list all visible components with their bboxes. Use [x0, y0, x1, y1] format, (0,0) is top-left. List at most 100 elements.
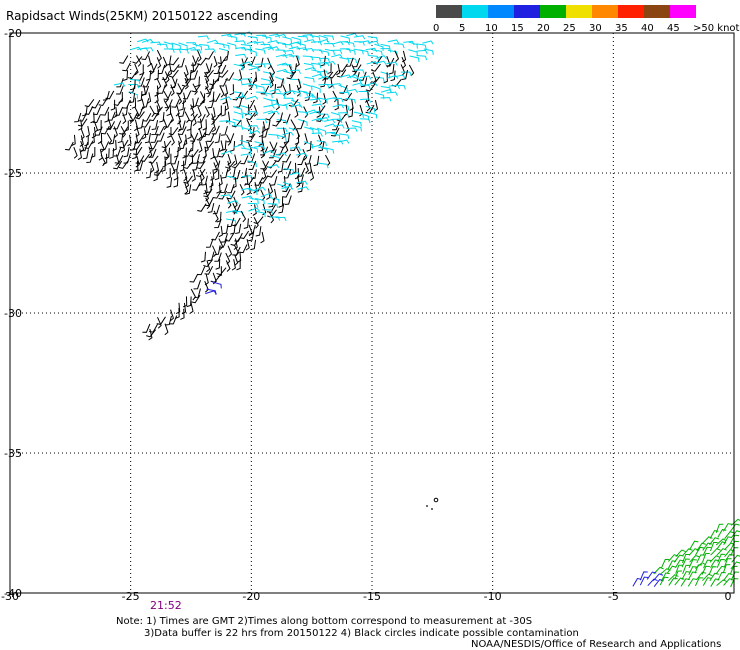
wind-barb — [345, 97, 356, 104]
wind-barb — [277, 104, 288, 110]
wind-barb — [372, 71, 377, 84]
wind-barb — [723, 558, 732, 568]
wind-barb — [248, 231, 255, 242]
wind-barb — [248, 224, 253, 237]
wind-barb — [681, 554, 690, 564]
wind-barb — [183, 161, 194, 170]
wind-barb — [290, 142, 299, 151]
wind-barb — [237, 69, 243, 82]
contamination-markers — [426, 497, 439, 510]
wind-barb — [132, 56, 143, 64]
wind-barb — [248, 67, 261, 72]
wind-barb — [109, 148, 115, 159]
wind-barb — [324, 60, 336, 65]
wind-barb — [291, 104, 303, 109]
wind-barb — [316, 127, 327, 136]
wind-barb — [148, 155, 159, 164]
wind-barb — [123, 70, 129, 81]
wind-barb — [652, 573, 664, 582]
wind-barb — [109, 134, 116, 145]
wind-barb — [269, 216, 281, 221]
wind-barb — [339, 84, 348, 94]
wind-barb — [266, 188, 271, 200]
wind-barb — [283, 113, 291, 123]
wind-barb — [77, 118, 88, 127]
wind-barb — [246, 99, 255, 109]
wind-barb — [723, 578, 734, 586]
wind-barb — [303, 133, 308, 145]
scale-swatch — [436, 5, 462, 18]
wind-barb — [319, 57, 330, 63]
wind-barb — [294, 106, 299, 118]
wind-barb — [365, 105, 376, 113]
wind-barb — [110, 99, 116, 111]
wind-barb — [330, 127, 340, 137]
wind-barb — [149, 112, 159, 122]
note-line-3: NOAA/NESDIS/Office of Research and Appli… — [471, 639, 722, 650]
wind-barb — [194, 76, 200, 88]
wind-barb — [358, 90, 370, 96]
wind-barb — [247, 202, 259, 208]
wind-barb — [186, 69, 192, 81]
wind-barb — [233, 196, 238, 209]
wind-barb — [183, 175, 193, 184]
wind-barb — [227, 245, 233, 258]
wind-barb — [133, 146, 143, 156]
wind-barb — [289, 146, 302, 151]
wind-barb — [717, 571, 726, 581]
wind-barb — [90, 146, 96, 158]
wind-barb — [169, 57, 180, 66]
wind-barb — [190, 49, 202, 54]
wind-barb — [247, 111, 259, 116]
wind-barb — [687, 578, 698, 587]
wind-barb — [168, 127, 179, 136]
wind-barb — [723, 572, 733, 582]
wind-barb — [247, 83, 258, 89]
wind-barb — [233, 63, 244, 71]
wind-barb — [352, 64, 362, 73]
wind-barb — [116, 85, 124, 95]
wind-barb — [177, 58, 185, 68]
scale-label: 15 — [511, 23, 524, 34]
wind-barb — [254, 186, 266, 191]
wind-barb — [320, 77, 327, 88]
wind-barb — [128, 91, 138, 99]
wind-barb — [227, 35, 238, 42]
wind-barb — [327, 63, 332, 75]
wind-barb — [310, 62, 322, 69]
wind-barb — [646, 571, 657, 580]
wind-barb — [304, 66, 317, 72]
time-label: 21:52 — [150, 599, 182, 612]
wind-barb — [213, 155, 219, 168]
wind-barb — [367, 40, 380, 45]
wind-barb — [360, 77, 368, 88]
wind-barb — [310, 169, 315, 181]
wind-barb — [235, 46, 247, 52]
wind-barb — [223, 84, 229, 97]
wind-barb — [190, 132, 196, 145]
wind-barb — [113, 160, 123, 170]
note-line-2: 3)Data buffer is 22 hrs from 20150122 4)… — [144, 628, 579, 639]
wind-barb — [203, 69, 214, 78]
wind-barb — [351, 76, 362, 84]
wind-barb — [184, 182, 189, 195]
wind-barb — [289, 171, 301, 176]
wind-barb — [226, 190, 236, 200]
wind-barb — [263, 104, 275, 109]
wind-barb — [264, 119, 271, 131]
scale-swatch — [540, 5, 566, 18]
wind-barb — [286, 83, 291, 96]
wind-barb — [724, 531, 735, 540]
wind-barb — [281, 64, 293, 69]
wind-barb — [165, 315, 172, 326]
wind-barb — [84, 135, 89, 147]
wind-barb — [710, 541, 718, 552]
wind-barb — [323, 119, 336, 124]
wind-barb — [205, 197, 211, 210]
wind-barb — [246, 183, 251, 196]
wind-barb — [157, 64, 166, 75]
wind-barb — [232, 78, 243, 85]
wind-barb — [267, 169, 278, 178]
wind-barb — [146, 92, 152, 104]
wind-barb — [267, 164, 280, 169]
